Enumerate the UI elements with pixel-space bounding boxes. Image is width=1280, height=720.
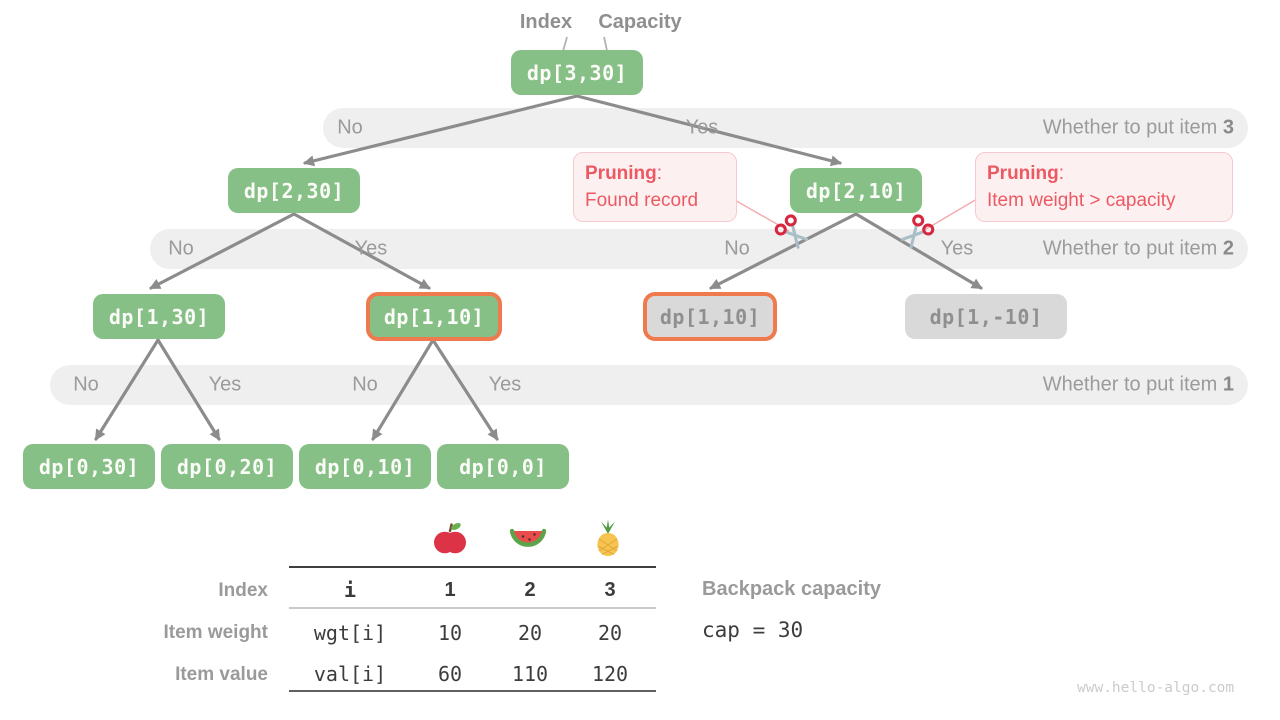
table-cell-val-3: 120 bbox=[591, 662, 629, 686]
table-row-header-index: Index bbox=[218, 580, 268, 601]
node-dp-1-10-found: dp[1,10] bbox=[366, 292, 502, 341]
band1-question: Whether to put item 1 bbox=[1042, 373, 1234, 396]
pruning-callout-weight-capacity: Pruning: Item weight > capacity bbox=[975, 152, 1233, 222]
table-cell-idx-2: 2 bbox=[524, 579, 536, 601]
node-dp-2-10: dp[2,10] bbox=[790, 168, 922, 213]
watermark: www.hello-algo.com bbox=[1077, 680, 1235, 696]
band1-yes-label-1: Yes bbox=[208, 373, 242, 396]
table-cell-idx-3: 3 bbox=[604, 579, 616, 601]
node-dp-1-10-pruned: dp[1,10] bbox=[643, 292, 777, 341]
table-cell-wgt-3: 20 bbox=[597, 621, 623, 645]
table-cell-wgt: wgt[i] bbox=[313, 621, 387, 645]
band3-no-label: No bbox=[337, 116, 363, 139]
table-cell-val: val[i] bbox=[313, 662, 387, 686]
band2-yes-label-1: Yes bbox=[354, 237, 388, 260]
band2-question: Whether to put item 2 bbox=[1042, 237, 1234, 260]
table-row-header-weight: Item weight bbox=[163, 622, 268, 643]
node-dp-1-30: dp[1,30] bbox=[93, 294, 225, 339]
band1-no-label-2: No bbox=[352, 373, 378, 396]
table-cell-val-1: 60 bbox=[437, 662, 463, 686]
table-cell-val-2: 110 bbox=[511, 662, 549, 686]
table-bottom-rule bbox=[289, 690, 656, 692]
node-dp-0-10: dp[0,10] bbox=[299, 444, 431, 489]
backpack-capacity-code: cap = 30 bbox=[702, 618, 804, 642]
table-cell-idx-1: 1 bbox=[444, 579, 456, 601]
band2-no-label-1: No bbox=[168, 237, 194, 260]
node-dp-3-30: dp[3,30] bbox=[511, 50, 643, 95]
index-header-label: Index bbox=[519, 11, 573, 33]
band2-yes-label-2: Yes bbox=[940, 237, 974, 260]
band3-question: Whether to put item 3 bbox=[1042, 116, 1234, 139]
band3-yes-label: Yes bbox=[685, 116, 719, 139]
node-dp-2-30: dp[2,30] bbox=[228, 168, 360, 213]
node-dp-1-neg10: dp[1,-10] bbox=[905, 294, 1067, 339]
table-cell-i: i bbox=[343, 578, 357, 602]
table-top-rule bbox=[289, 566, 656, 568]
table-row-header-value: Item value bbox=[175, 664, 268, 685]
pruning-callout-found-record: Pruning: Found record bbox=[573, 152, 737, 222]
capacity-header-label: Capacity bbox=[598, 11, 682, 33]
table-cell-wgt-2: 20 bbox=[517, 621, 543, 645]
backpack-capacity-label: Backpack capacity bbox=[702, 578, 882, 600]
apple-icon bbox=[434, 522, 466, 554]
table-header-rule bbox=[289, 607, 656, 609]
watermelon-icon bbox=[509, 528, 547, 547]
pineapple-icon bbox=[597, 519, 619, 557]
node-dp-0-0: dp[0,0] bbox=[437, 444, 569, 489]
band1-no-label-1: No bbox=[73, 373, 99, 396]
table-cell-wgt-1: 10 bbox=[437, 621, 463, 645]
band1-yes-label-2: Yes bbox=[488, 373, 522, 396]
node-dp-0-30: dp[0,30] bbox=[23, 444, 155, 489]
node-dp-0-20: dp[0,20] bbox=[161, 444, 293, 489]
band2-no-label-2: No bbox=[724, 237, 750, 260]
decision-band-item-1 bbox=[50, 365, 1248, 405]
